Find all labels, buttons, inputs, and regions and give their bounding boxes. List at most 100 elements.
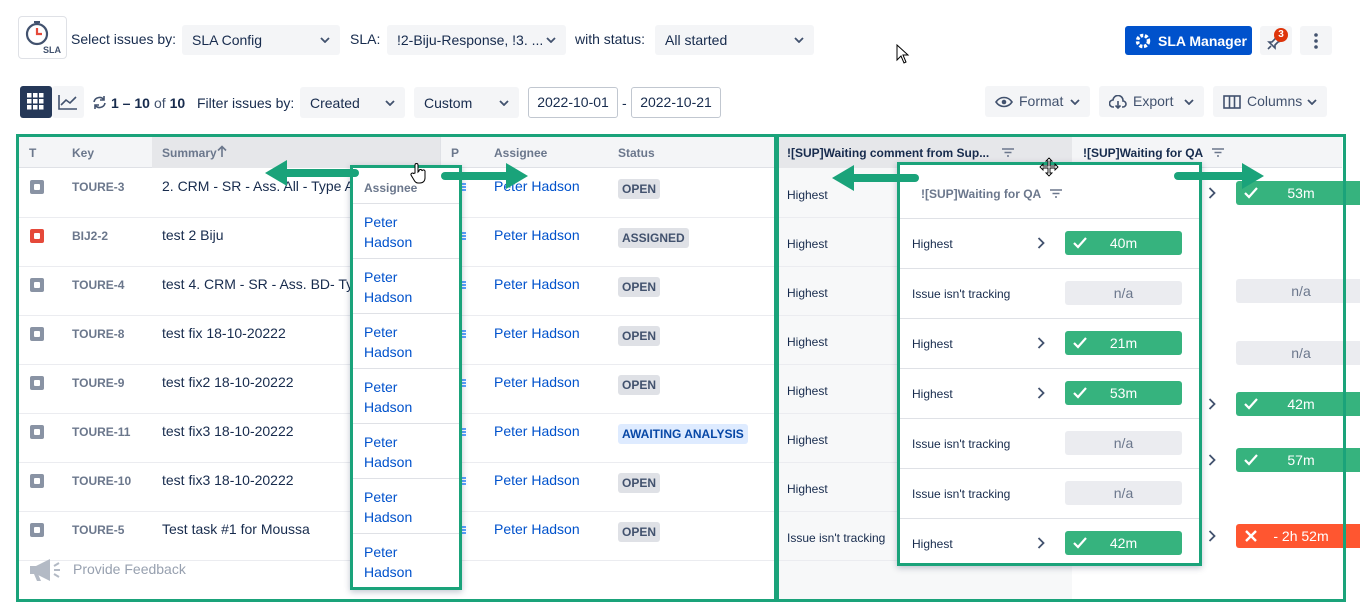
type-icon <box>30 474 44 488</box>
chevron-icon <box>1208 398 1216 410</box>
sla-time: n/a <box>1113 435 1134 451</box>
sla-chip: 42m <box>1236 392 1360 416</box>
button-label: Format <box>1019 93 1064 109</box>
sla-select[interactable]: !2-Biju-Response, !3. ... <box>387 25 566 55</box>
grid-view-button[interactable] <box>20 86 52 118</box>
assignee-link: Peter Hadson <box>494 325 580 341</box>
sla-cell: Issue isn't tracking <box>912 487 1011 501</box>
date-input[interactable]: 2022-10-01 <box>528 87 618 118</box>
check-icon <box>1244 187 1258 199</box>
assignee-link: Peter Hadson <box>494 276 580 292</box>
format-button[interactable]: Format <box>985 86 1090 117</box>
sla-time: 53m <box>1109 385 1138 401</box>
refresh-icon[interactable] <box>92 95 107 110</box>
sla-chip: 21m <box>1065 331 1182 355</box>
chart-view-button[interactable] <box>52 86 84 118</box>
columns-button[interactable]: Columns <box>1213 86 1327 117</box>
filter-button[interactable] <box>1212 148 1224 157</box>
chevron-icon <box>1037 337 1045 349</box>
status-lozenge: OPEN <box>618 473 661 493</box>
select-arrow <box>794 37 804 43</box>
clock-icon <box>25 21 49 46</box>
right-highlight <box>776 134 1346 602</box>
assignee-link[interactable]: Peter Hadson <box>364 324 413 360</box>
sla-chip: n/a <box>1065 281 1182 305</box>
more-button[interactable] <box>1300 26 1332 55</box>
sla-time: 53m <box>1287 185 1315 201</box>
button-arrow <box>1184 99 1194 105</box>
filter-button[interactable] <box>1050 189 1062 198</box>
assignee-link[interactable]: Peter Hadson <box>364 269 413 305</box>
date-separator: - <box>622 95 627 111</box>
row-divider <box>900 268 1199 269</box>
arrow-up-icon <box>217 145 227 157</box>
move-cursor <box>1039 157 1059 177</box>
sla-cell: Highest <box>787 237 828 251</box>
button-label: SLA Manager <box>1158 33 1247 49</box>
check-icon <box>1073 537 1087 549</box>
issue-summary: 2. CRM - SR - Ass. All - Type Al <box>162 178 358 194</box>
sla-chip: 40m <box>1065 231 1182 255</box>
label: SLA: <box>350 31 381 47</box>
issue-key: TOURE-11 <box>72 425 131 439</box>
notifications-button[interactable]: 3 <box>1260 26 1292 55</box>
label: with status: <box>575 31 646 47</box>
row-divider <box>900 418 1199 419</box>
type-icon-inner <box>34 380 40 386</box>
status-lozenge: OPEN <box>618 277 661 297</box>
megaphone-icon <box>28 558 62 582</box>
expand-arrow <box>1208 454 1216 466</box>
result-count: 1 – 10 of 10 <box>111 95 185 111</box>
period-select[interactable]: Custom <box>414 87 519 118</box>
row-divider <box>900 518 1199 519</box>
issue-summary: test fix3 18-10-20222 <box>162 472 294 488</box>
chevron-icon <box>1184 99 1194 105</box>
eye-icon <box>995 96 1013 108</box>
sla-cell: Highest <box>787 335 828 349</box>
type-icon <box>30 327 44 341</box>
date-input[interactable]: 2022-10-21 <box>631 87 721 118</box>
assignee-link[interactable]: Peter Hadson <box>364 434 413 470</box>
issue-key: TOURE-9 <box>72 376 125 390</box>
assignee-link[interactable]: Peter Hadson <box>364 489 413 525</box>
sla-chip: n/a <box>1065 481 1182 505</box>
field-select[interactable]: Created <box>300 87 405 118</box>
chevron-icon <box>1208 187 1216 199</box>
issue-key: TOURE-8 <box>72 327 125 341</box>
issue-key: TOURE-3 <box>72 180 125 194</box>
sla-time: n/a <box>1291 283 1311 299</box>
export-button[interactable]: Export <box>1099 86 1204 117</box>
chevron-icon <box>320 37 330 43</box>
sla-manager-button[interactable]: SLA Manager <box>1125 26 1252 55</box>
check-icon <box>1244 397 1258 411</box>
popup-cell: Peter Hadson <box>353 478 459 533</box>
sla-chip: n/a <box>1065 431 1182 455</box>
sla-time: n/a <box>1291 345 1311 361</box>
select-value: SLA Config <box>192 32 263 48</box>
sla-cell: Highest <box>787 188 828 202</box>
filter-button[interactable] <box>1002 148 1014 157</box>
popup-cell: Peter Hadson <box>353 368 459 423</box>
chevron-icon <box>1208 530 1216 542</box>
header-cell: T <box>29 146 37 160</box>
check-icon <box>1073 237 1087 249</box>
sla-time: n/a <box>1113 285 1134 301</box>
sla-config-select[interactable]: SLA Config <box>182 25 340 55</box>
assignee-link[interactable]: Peter Hadson <box>364 379 413 415</box>
sla-time: 42m <box>1287 396 1315 412</box>
status-lozenge: OPEN <box>618 375 661 395</box>
dots-icon <box>1314 33 1318 49</box>
popup-cell: Peter Hadson <box>353 533 459 588</box>
status-select[interactable]: All started <box>655 25 814 55</box>
check-icon <box>1244 186 1258 200</box>
label: Filter issues by: <box>197 95 295 111</box>
check-icon <box>1244 454 1258 466</box>
header-cell: Assignee <box>494 146 548 160</box>
status-lozenge: OPEN <box>618 522 661 542</box>
assignee-link[interactable]: Peter Hadson <box>364 544 413 580</box>
header-cell: ![SUP]Waiting for QA <box>1083 146 1204 160</box>
assignee-link[interactable]: Peter Hadson <box>364 214 413 250</box>
label: Select issues by: <box>71 31 177 47</box>
sla-cell: Issue isn't tracking <box>912 287 1011 301</box>
